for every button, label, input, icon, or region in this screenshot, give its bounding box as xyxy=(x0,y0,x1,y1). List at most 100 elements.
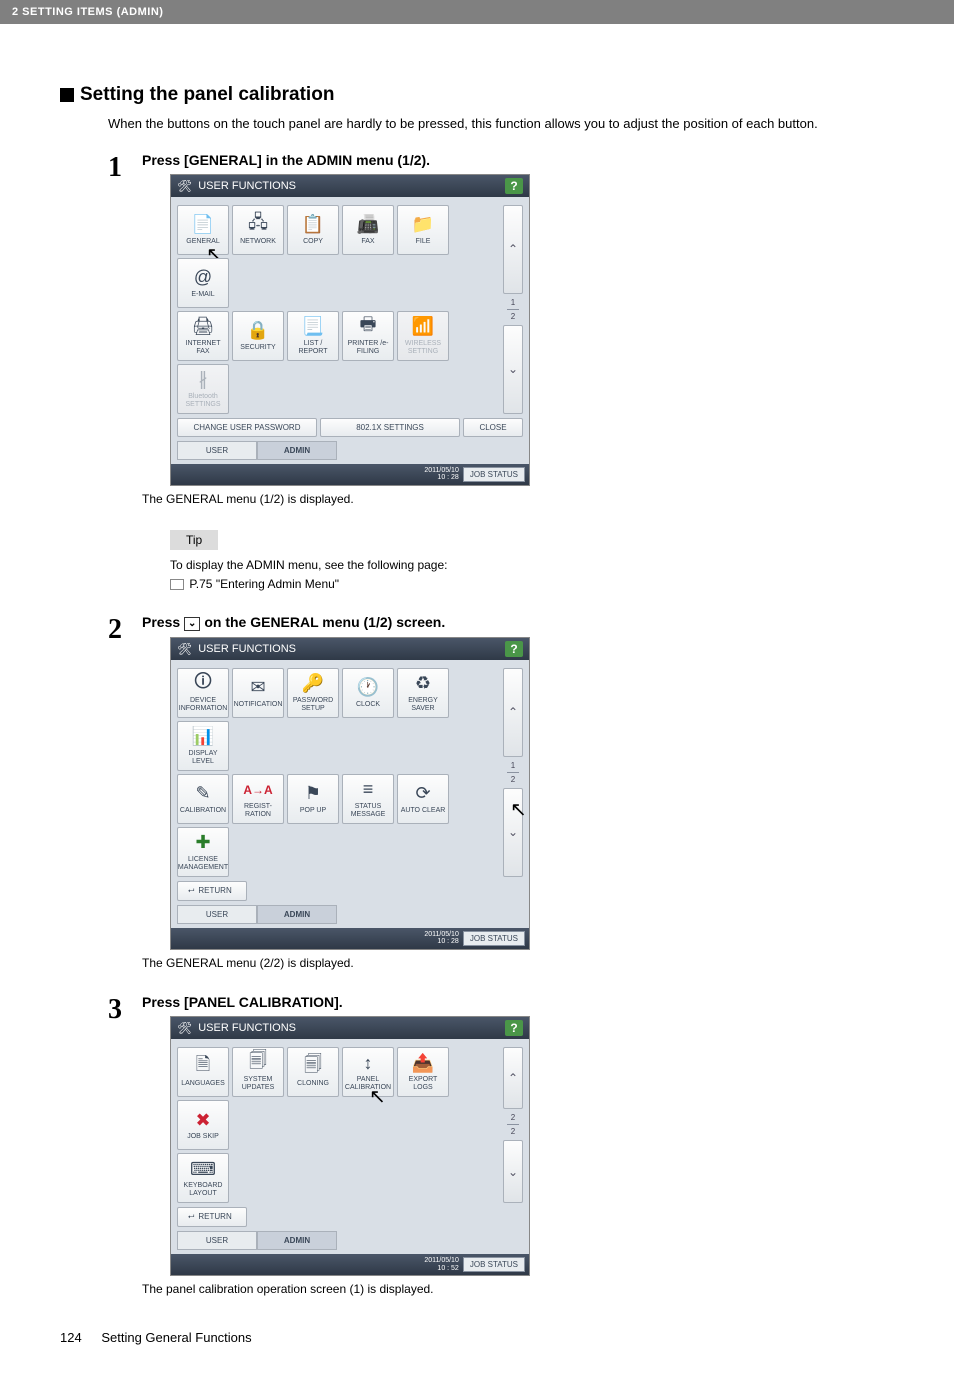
time-text: 10 : 28 xyxy=(437,474,458,481)
tab-user[interactable]: USER xyxy=(177,441,257,460)
tab-admin[interactable]: ADMIN xyxy=(257,441,337,460)
status-bar: 2011/05/1010 : 28 JOB STATUS xyxy=(171,464,529,485)
return-button[interactable]: ⮠RETURN xyxy=(177,881,247,901)
registration-button[interactable]: A→AREGIST-RATION xyxy=(232,774,284,824)
admin-menu-row2: 🖨INTERNET FAX 🔒SECURITY 📃LIST / REPORT 🖶… xyxy=(177,311,500,414)
cloning-button[interactable]: 🗐CLONING xyxy=(287,1047,339,1097)
notification-button[interactable]: ✉NOTIFICATION xyxy=(232,668,284,718)
scroll-column: ⌃ 22 ⌄ xyxy=(503,1047,523,1203)
help-icon[interactable]: ? xyxy=(505,178,523,194)
step-2-title: Press ⌄ on the GENERAL menu (1/2) screen… xyxy=(142,614,894,630)
scroll-down-button[interactable]: ⌄ xyxy=(503,325,523,414)
tab-row: USER ADMIN xyxy=(177,905,523,924)
calibration-icon: ✎ xyxy=(195,783,210,805)
screen-title: USER FUNCTIONS xyxy=(198,180,296,192)
section-intro: When the buttons on the touch panel are … xyxy=(108,114,894,134)
calibration-button[interactable]: ✎CALIBRATION xyxy=(177,774,229,824)
scroll-up-button[interactable]: ⌃ xyxy=(503,205,523,294)
job-status-button[interactable]: JOB STATUS xyxy=(463,467,525,482)
energy-icon: ♻ xyxy=(415,673,431,695)
tab-admin[interactable]: ADMIN xyxy=(257,1231,337,1250)
copy-icon: 📋 xyxy=(302,214,324,236)
tab-row: USER ADMIN xyxy=(177,441,523,460)
help-icon[interactable]: ? xyxy=(505,641,523,657)
display-icon: 📊 xyxy=(192,726,214,748)
status-message-button[interactable]: ≡STATUS MESSAGE xyxy=(342,774,394,824)
panel-calibration-button[interactable]: ↕PANEL CALIBRATION↖ xyxy=(342,1047,394,1097)
languages-button[interactable]: 🗎LANGUAGES xyxy=(177,1047,229,1097)
tip-label: Tip xyxy=(170,530,218,550)
bluetooth-settings-button[interactable]: ∦Bluetooth SETTINGS xyxy=(177,364,229,414)
copy-button[interactable]: 📋COPY xyxy=(287,205,339,255)
return-button[interactable]: ⮠RETURN xyxy=(177,1207,247,1227)
footer-section: Setting General Functions xyxy=(101,1330,251,1345)
license-mgmt-button[interactable]: ✚LICENSE MANAGEMENT xyxy=(177,827,229,877)
scroll-up-button[interactable]: ⌃ xyxy=(503,668,523,757)
status-msg-icon: ≡ xyxy=(363,779,374,801)
section-bullet-icon xyxy=(60,88,74,102)
tools-icon: 🛠 xyxy=(177,179,192,193)
job-status-button[interactable]: JOB STATUS xyxy=(463,931,525,946)
internet-fax-button[interactable]: 🖨INTERNET FAX xyxy=(177,311,229,361)
printer-icon: 🖶 xyxy=(360,316,377,338)
list-report-button[interactable]: 📃LIST / REPORT xyxy=(287,311,339,361)
screen-title: USER FUNCTIONS xyxy=(198,1022,296,1034)
close-button[interactable]: CLOSE xyxy=(463,418,523,437)
auto-clear-button[interactable]: ⟳AUTO CLEAR xyxy=(397,774,449,824)
clock-icon: 🕐 xyxy=(357,677,379,699)
step-3-screenshot: 🛠 USER FUNCTIONS ? 🗎LANGUAGES 🗐SYSTEM UP… xyxy=(170,1016,530,1276)
notification-icon: ✉ xyxy=(250,677,265,699)
job-skip-button[interactable]: ✖JOB SKIP xyxy=(177,1100,229,1150)
cursor-icon: ↖ xyxy=(510,797,527,822)
change-password-button[interactable]: CHANGE USER PASSWORD xyxy=(177,418,317,437)
network-button[interactable]: 🖧NETWORK xyxy=(232,205,284,255)
tip-line-1: To display the ADMIN menu, see the follo… xyxy=(170,558,448,572)
security-button[interactable]: 🔒SECURITY xyxy=(232,311,284,361)
general-icon: 📄 xyxy=(192,214,214,236)
security-icon: 🔒 xyxy=(247,320,269,342)
help-icon[interactable]: ? xyxy=(505,1020,523,1036)
return-arrow-icon: ⮠ xyxy=(188,1212,194,1222)
tab-row: USER ADMIN xyxy=(177,1231,523,1250)
time-text: 10 : 28 xyxy=(437,938,458,945)
panel-cal-icon: ↕ xyxy=(364,1052,373,1074)
email-button[interactable]: @E-MAIL xyxy=(177,258,229,308)
device-info-button[interactable]: 🛈DEVICE INFORMATION xyxy=(177,668,229,718)
tab-admin[interactable]: ADMIN xyxy=(257,905,337,924)
clock-button[interactable]: 🕐CLOCK xyxy=(342,668,394,718)
password-setup-button[interactable]: 🔑PASSWORD SETUP xyxy=(287,668,339,718)
page-footer: 124 Setting General Functions xyxy=(60,1330,252,1345)
step-2-number: 2 xyxy=(108,614,142,984)
printer-efiling-button[interactable]: 🖶PRINTER /e-FILING xyxy=(342,311,394,361)
status-bar: 2011/05/1010 : 52 JOB STATUS xyxy=(171,1254,529,1275)
energy-saver-button[interactable]: ♻ENERGY SAVER xyxy=(397,668,449,718)
step-2-caption: The GENERAL menu (2/2) is displayed. xyxy=(142,956,894,970)
section-title-text: Setting the panel calibration xyxy=(80,84,334,106)
scroll-up-button[interactable]: ⌃ xyxy=(503,1047,523,1110)
network-icon: 🖧 xyxy=(248,214,268,236)
popup-button[interactable]: ⚑POP UP xyxy=(287,774,339,824)
section-heading: Setting the panel calibration xyxy=(60,84,894,106)
display-level-button[interactable]: 📊DISPLAY LEVEL xyxy=(177,721,229,771)
step-1-number: 1 xyxy=(108,152,142,605)
screen-titlebar: 🛠 USER FUNCTIONS ? xyxy=(171,175,529,197)
internet-fax-icon: 🖨 xyxy=(192,316,215,338)
general-button[interactable]: 📄GENERAL↖ xyxy=(177,205,229,255)
8021x-settings-button[interactable]: 802.1X SETTINGS xyxy=(320,418,460,437)
tab-user[interactable]: USER xyxy=(177,905,257,924)
export-icon: 📤 xyxy=(412,1052,434,1074)
general-menu-row1: 🛈DEVICE INFORMATION ✉NOTIFICATION 🔑PASSW… xyxy=(177,668,500,771)
scroll-column: ⌃ 12 ⌄ xyxy=(503,205,523,414)
file-button[interactable]: 📁FILE xyxy=(397,205,449,255)
scroll-down-button[interactable]: ⌄ xyxy=(503,1140,523,1203)
tab-user[interactable]: USER xyxy=(177,1231,257,1250)
keyboard-layout-button[interactable]: ⌨KEYBOARD LAYOUT xyxy=(177,1153,229,1203)
system-updates-button[interactable]: 🗐SYSTEM UPDATES xyxy=(232,1047,284,1097)
admin-menu-row1: 📄GENERAL↖ 🖧NETWORK 📋COPY 📠FAX 📁FILE @E-M… xyxy=(177,205,500,308)
job-status-button[interactable]: JOB STATUS xyxy=(463,1257,525,1272)
scroll-down-button[interactable]: ⌄↖ xyxy=(503,788,523,877)
export-logs-button[interactable]: 📤EXPORT LOGS xyxy=(397,1047,449,1097)
status-bar: 2011/05/1010 : 28 JOB STATUS xyxy=(171,928,529,949)
wireless-setting-button[interactable]: 📶WIRELESS SETTING xyxy=(397,311,449,361)
fax-button[interactable]: 📠FAX xyxy=(342,205,394,255)
